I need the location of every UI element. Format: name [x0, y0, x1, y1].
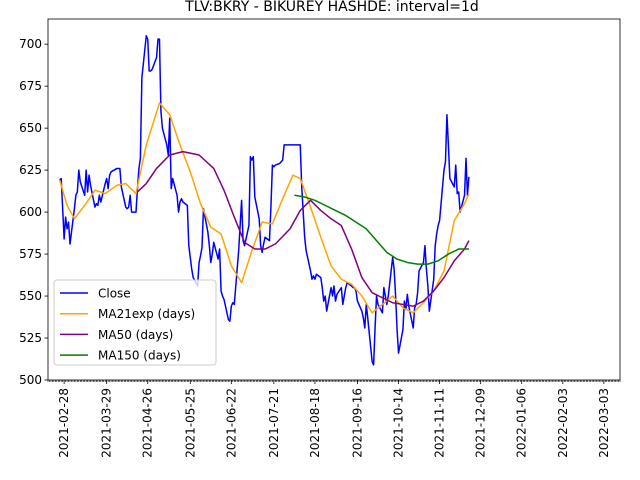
x-tick-label: 2021-02-28 — [57, 388, 71, 458]
x-tick-label: 2021-11-11 — [433, 388, 447, 458]
legend: Close MA21exp (days) MA50 (days) MA150 (day… — [53, 279, 217, 366]
legend-label-2: MA21exp (days) — [98, 307, 195, 321]
y-tick-label: 625 — [19, 163, 42, 177]
x-tick-label: 2021-06-22 — [224, 388, 238, 458]
x-axis: 2021-02-28 2021-03-29 2021-04-26 2021-05-25… — [47, 380, 621, 458]
y-tick-label: 500 — [19, 373, 42, 387]
legend-box — [53, 279, 217, 366]
y-tick-label: 700 — [19, 37, 42, 51]
y-tick-label: 675 — [19, 79, 42, 93]
x-tick-label: 2021-12-09 — [474, 388, 488, 458]
legend-label-1: Close — [98, 287, 131, 301]
series-line-2 — [59, 102, 470, 314]
x-tick-label: 2022-01-06 — [515, 388, 529, 458]
x-tick-label: 2022-03-03 — [597, 388, 611, 458]
x-tick-label: 2021-09-16 — [350, 388, 364, 458]
x-tick-label: 2021-05-25 — [183, 388, 197, 458]
series-line-3 — [136, 150, 470, 307]
x-tick-label: 2021-03-29 — [100, 388, 114, 458]
series-line-4 — [294, 194, 469, 265]
y-axis: 500 525 550 575 600 625 650 675 700 — [19, 37, 48, 387]
chart-title: TLV:BKRY - BIKUREY HASHDE: interval=1d — [184, 0, 479, 15]
legend-label-4: MA150 (days) — [98, 349, 181, 363]
y-tick-label: 550 — [19, 289, 42, 303]
x-tick-label: 2022-02-03 — [556, 388, 570, 458]
y-tick-label: 525 — [19, 331, 42, 345]
x-tick-label: 2021-07-21 — [267, 388, 281, 458]
y-tick-label: 575 — [19, 247, 42, 261]
legend-label-3: MA50 (days) — [98, 328, 173, 342]
series-line-1 — [59, 35, 470, 366]
y-tick-label: 650 — [19, 121, 42, 135]
y-tick-label: 600 — [19, 205, 42, 219]
x-tick-label: 2021-04-26 — [141, 388, 155, 458]
x-tick-label: 2021-08-18 — [308, 388, 322, 458]
x-tick-label: 2021-10-14 — [392, 388, 406, 458]
